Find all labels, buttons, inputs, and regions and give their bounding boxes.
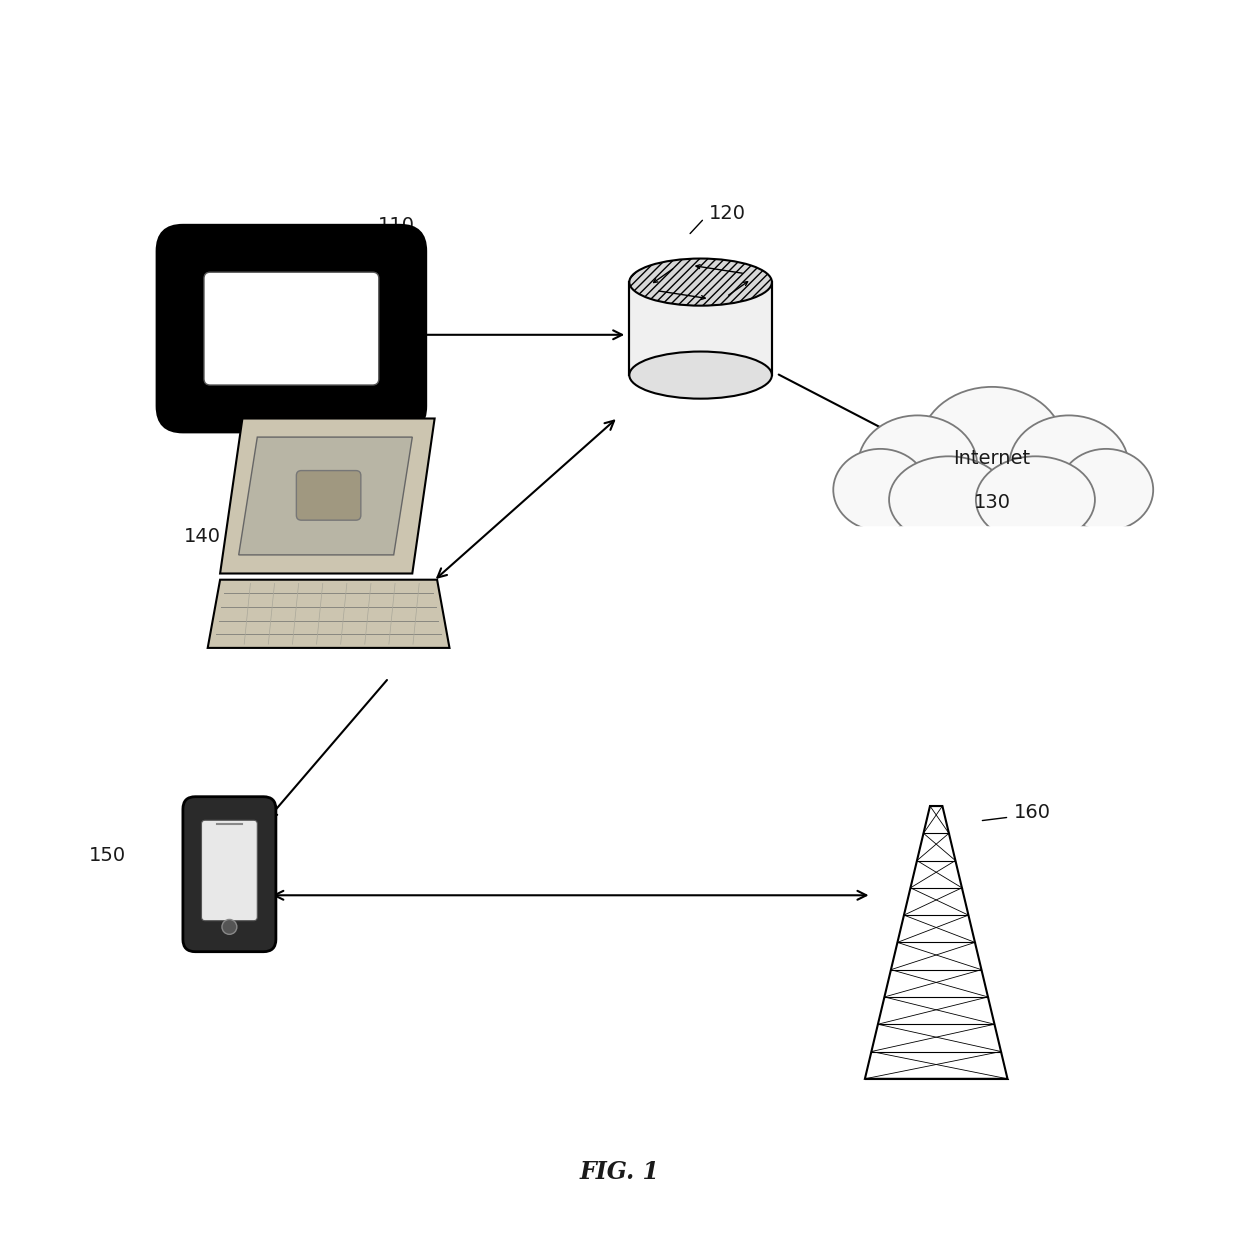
FancyBboxPatch shape (184, 797, 275, 952)
Ellipse shape (833, 449, 928, 531)
Ellipse shape (858, 415, 977, 515)
Polygon shape (208, 580, 450, 647)
FancyBboxPatch shape (201, 821, 258, 920)
Ellipse shape (833, 449, 928, 531)
Polygon shape (221, 419, 435, 573)
Text: 140: 140 (184, 527, 221, 547)
FancyBboxPatch shape (156, 224, 427, 434)
FancyBboxPatch shape (296, 470, 361, 521)
Ellipse shape (976, 456, 1095, 543)
Ellipse shape (858, 415, 977, 515)
Ellipse shape (629, 259, 771, 305)
Ellipse shape (920, 387, 1064, 506)
Ellipse shape (1059, 449, 1153, 531)
Polygon shape (831, 527, 1153, 589)
Ellipse shape (1009, 415, 1128, 515)
Ellipse shape (889, 456, 1008, 543)
Text: 120: 120 (709, 203, 746, 223)
Text: 130: 130 (973, 492, 1011, 512)
Ellipse shape (920, 387, 1064, 506)
Text: 150: 150 (89, 846, 126, 866)
Circle shape (222, 920, 237, 935)
Ellipse shape (629, 352, 771, 399)
Polygon shape (629, 283, 771, 374)
Ellipse shape (889, 456, 1008, 543)
Ellipse shape (1009, 415, 1128, 515)
Ellipse shape (911, 418, 1073, 537)
FancyBboxPatch shape (203, 273, 379, 384)
Text: 160: 160 (1014, 802, 1052, 822)
Ellipse shape (1059, 449, 1153, 531)
Text: FIG. 1: FIG. 1 (580, 1159, 660, 1184)
Polygon shape (238, 438, 412, 556)
Ellipse shape (976, 456, 1095, 543)
Text: 110: 110 (378, 216, 415, 236)
Text: Internet: Internet (954, 449, 1030, 469)
